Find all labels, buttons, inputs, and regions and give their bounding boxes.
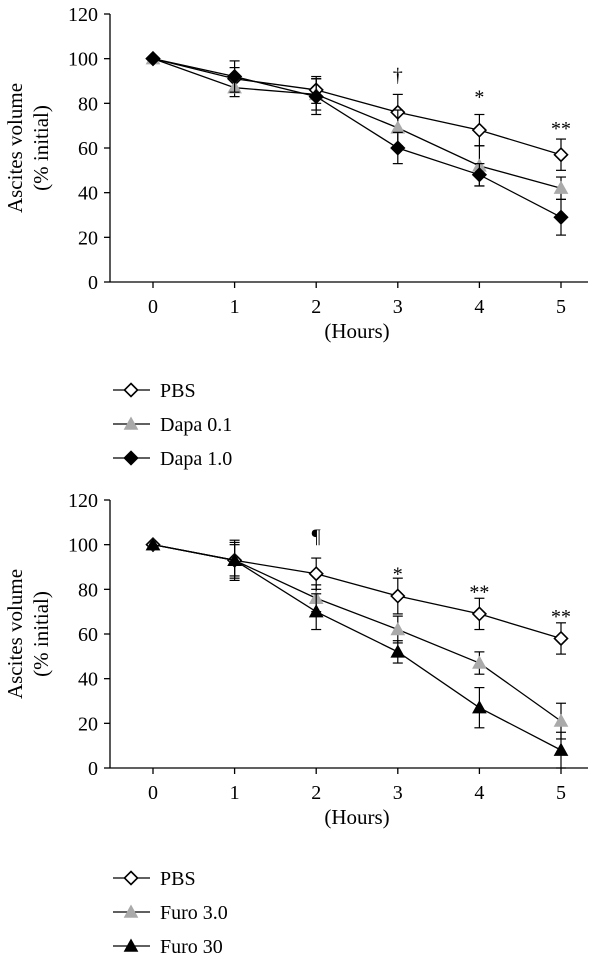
data-point: [308, 566, 324, 582]
x-tick-label: 1: [230, 782, 240, 804]
legend-marker: [123, 870, 139, 886]
legend-marker: [123, 938, 139, 952]
legend: PBS Furo 3.0 Furo 30: [113, 868, 228, 958]
series-line: [152, 58, 562, 189]
legend: PBS Dapa 0.1 Dapa 1.0: [113, 380, 232, 470]
significance-marker: **: [469, 582, 489, 604]
y-tick-label: 0: [88, 758, 98, 780]
significance-marker: **: [551, 118, 571, 140]
y-tick-label: 80: [78, 579, 98, 601]
x-tick-label: 3: [393, 782, 403, 804]
significance-marker: †: [393, 64, 403, 86]
data-point: [471, 167, 488, 183]
legend-marker: [123, 450, 139, 466]
series-2: [145, 537, 569, 740]
x-tick-label: 4: [474, 782, 484, 804]
data-point: [553, 147, 569, 163]
data-point: [553, 742, 569, 756]
y-tick-label: 0: [88, 272, 98, 294]
y-tick-label: 60: [78, 624, 98, 646]
data-point: [390, 644, 406, 658]
x-tick-label: 0: [148, 296, 158, 318]
series-line: [152, 58, 562, 156]
y-tick-label: 20: [78, 713, 98, 735]
series-3: [145, 537, 569, 769]
x-tick-label: 4: [474, 296, 484, 318]
y-tick-label: 20: [78, 227, 98, 249]
data-point: [390, 120, 406, 134]
data-point: [472, 655, 487, 669]
chart-panel-1: 0 20 40 60 80 100 120 0 1 2 3 4 5 (Hours) Ascites volu…: [3, 4, 588, 470]
y-axis-label: Ascites volume: [3, 83, 27, 213]
legend-entry: Furo 30: [160, 936, 223, 958]
data-point: [390, 140, 406, 156]
y-tick-label: 40: [78, 669, 98, 691]
legend-entry: Furo 3.0: [160, 902, 228, 924]
data-point: [553, 209, 569, 225]
y-tick-label: 100: [68, 535, 98, 557]
series-line: [152, 544, 562, 722]
chart-panel-2: 0 20 40 60 80 100 120 0 1 2 3 4 5 (Hours) Ascites volu…: [3, 490, 588, 958]
data-point: [227, 552, 242, 566]
legend-entry: PBS: [160, 380, 196, 402]
significance-marker: *: [474, 87, 484, 109]
significance-marker: ¶: [312, 526, 321, 548]
y-tick-label: 80: [78, 93, 98, 115]
y-axis-label-unit: (% initial): [29, 105, 53, 191]
data-point: [145, 51, 161, 67]
data-point: [308, 89, 324, 105]
y-tick-label: 120: [68, 490, 98, 512]
x-tick-label: 5: [556, 296, 566, 318]
legend-marker: [123, 904, 139, 918]
y-axis-label-unit: (% initial): [29, 591, 53, 677]
legend-entry: PBS: [160, 868, 196, 890]
data-point: [145, 537, 161, 551]
legend-marker: [123, 416, 139, 430]
significance-marker: **: [551, 606, 571, 628]
data-point: [390, 622, 406, 636]
legend-entry: Dapa 1.0: [160, 448, 232, 470]
series-2: [145, 51, 569, 200]
series-line: [152, 58, 562, 218]
x-axis-label: (Hours): [324, 319, 389, 343]
y-axis-label: Ascites volume: [3, 569, 27, 699]
data-point: [471, 606, 488, 622]
series-line: [152, 544, 562, 751]
legend-marker: [123, 382, 139, 398]
x-tick-label: 1: [230, 296, 240, 318]
data-point: [553, 180, 569, 194]
x-tick-label: 0: [148, 782, 158, 804]
x-tick-label: 2: [311, 782, 321, 804]
x-axis-label: (Hours): [324, 805, 389, 829]
series-3: [145, 51, 569, 236]
y-tick-label: 60: [78, 138, 98, 160]
x-tick-label: 3: [393, 296, 403, 318]
data-point: [226, 68, 243, 85]
data-point: [471, 122, 488, 138]
data-point: [390, 588, 406, 604]
y-tick-label: 100: [68, 49, 98, 71]
x-tick-label: 2: [311, 296, 321, 318]
data-point: [472, 700, 487, 714]
series-line: [152, 544, 562, 640]
data-point: [553, 713, 569, 727]
legend-entry: Dapa 0.1: [160, 414, 232, 436]
y-tick-label: 40: [78, 183, 98, 205]
significance-marker: *: [393, 564, 403, 586]
data-point: [553, 630, 569, 647]
data-point: [308, 604, 324, 618]
x-tick-label: 5: [556, 782, 566, 804]
y-tick-label: 120: [68, 4, 98, 26]
